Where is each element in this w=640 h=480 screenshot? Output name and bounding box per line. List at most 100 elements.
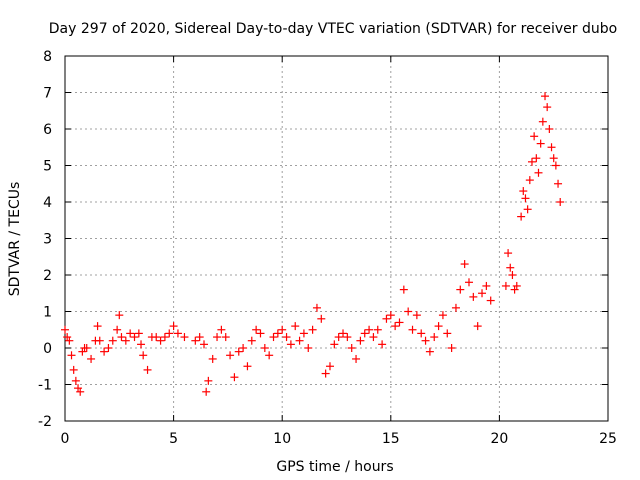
data-point: [265, 351, 274, 360]
data-point: [76, 387, 85, 396]
data-point: [395, 318, 404, 327]
data-point: [325, 362, 334, 371]
data-point: [71, 376, 80, 385]
data-point: [63, 333, 72, 342]
data-point: [69, 365, 78, 374]
data-point: [517, 212, 526, 221]
data-point: [282, 333, 291, 342]
data-point: [221, 333, 230, 342]
data-point: [464, 278, 473, 287]
data-point: [213, 333, 222, 342]
data-point: [512, 281, 521, 290]
y-tick-label: 0: [43, 341, 52, 357]
data-point: [191, 336, 200, 345]
data-point: [117, 333, 126, 342]
data-point: [295, 336, 304, 345]
data-point: [217, 325, 226, 334]
data-point: [226, 351, 235, 360]
data-point: [378, 340, 387, 349]
data-point: [551, 161, 560, 170]
data-point: [360, 329, 369, 338]
x-axis-label: GPS time / hours: [276, 459, 393, 475]
data-point: [130, 333, 139, 342]
data-point: [115, 311, 124, 320]
data-point: [456, 285, 465, 294]
data-point: [352, 354, 361, 363]
data-point: [256, 329, 265, 338]
data-point: [501, 281, 510, 290]
data-point: [545, 125, 554, 133]
x-tick-label: 5: [169, 431, 178, 447]
y-axis-label: SDTVAR / TECUs: [7, 182, 23, 297]
data-point: [538, 117, 547, 126]
y-tick-label: 4: [43, 195, 52, 211]
data-point: [408, 325, 417, 334]
data-point: [286, 340, 295, 349]
data-point: [519, 187, 528, 196]
data-point: [478, 289, 487, 298]
data-point: [202, 387, 211, 396]
data-point: [510, 285, 519, 294]
data-point: [347, 344, 356, 352]
y-tick-label: 7: [43, 86, 52, 102]
data-point: [549, 154, 558, 163]
data-point: [339, 329, 348, 338]
data-point: [451, 303, 460, 312]
data-point: [473, 322, 482, 331]
data-point: [532, 154, 541, 163]
data-point: [143, 365, 152, 374]
data-point: [304, 344, 313, 352]
data-point: [299, 329, 308, 338]
data-point: [137, 340, 146, 349]
data-point: [239, 344, 248, 352]
data-point: [521, 194, 530, 203]
data-series-sdtvar: [61, 92, 565, 396]
data-point: [317, 314, 326, 323]
data-point: [82, 344, 91, 352]
data-point: [312, 303, 321, 312]
data-point: [67, 351, 76, 360]
data-point: [208, 354, 217, 363]
data-point: [93, 322, 102, 331]
data-point: [430, 333, 439, 342]
data-point: [169, 322, 178, 331]
data-point: [460, 260, 469, 269]
data-point: [530, 132, 539, 141]
data-point: [61, 325, 69, 334]
data-point: [252, 325, 261, 334]
data-point: [486, 296, 495, 305]
data-point: [343, 333, 352, 342]
data-point: [291, 322, 300, 331]
data-point: [65, 336, 74, 345]
data-point: [260, 344, 269, 352]
data-point: [104, 344, 113, 352]
data-point: [482, 281, 491, 290]
data-point: [180, 333, 189, 342]
data-point: [382, 314, 391, 323]
data-point: [204, 376, 213, 385]
data-point: [126, 329, 135, 338]
y-tick-label: -1: [38, 378, 52, 394]
data-point: [556, 198, 565, 206]
data-point: [330, 340, 339, 349]
data-point: [152, 333, 161, 342]
data-point: [425, 347, 434, 356]
data-point: [113, 325, 122, 334]
data-point: [273, 329, 282, 338]
data-point: [95, 336, 104, 345]
data-point: [508, 271, 517, 279]
data-point: [195, 333, 204, 342]
data-point: [200, 340, 209, 349]
data-point: [165, 329, 174, 338]
data-point: [247, 336, 256, 345]
x-tick-label: 15: [382, 431, 400, 447]
data-point: [134, 329, 143, 338]
data-point: [534, 168, 543, 177]
data-point: [421, 336, 430, 345]
data-point: [356, 336, 365, 345]
data-point: [506, 263, 515, 272]
data-point: [469, 292, 478, 301]
data-point: [523, 205, 532, 214]
y-tick-label: 3: [43, 232, 52, 248]
